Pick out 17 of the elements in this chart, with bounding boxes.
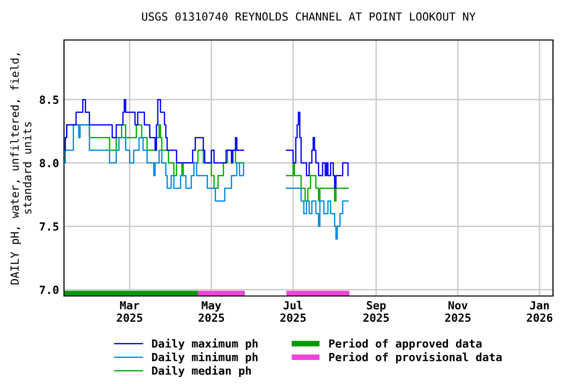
x-tick-label: Nov 2025 <box>445 301 471 322</box>
x-tick-label: Jul 2025 <box>280 300 306 322</box>
y-axis-title: DAILY pH, water, unfiltered, field, standard units <box>10 54 32 284</box>
chart-title: USGS 01310740 REYNOLDS CHANNEL AT POINT LOOKOUT NY <box>142 12 476 21</box>
y-tick-label: 8.5 <box>40 96 58 104</box>
y-tick-label: 8.0 <box>40 158 58 168</box>
legend-label: Daily maximum ph <box>152 338 258 350</box>
legend-label: Period of approved data <box>329 338 482 350</box>
legend-label: Daily median ph <box>152 366 251 377</box>
y-tick-label: 7.0 <box>40 286 58 294</box>
y-tick-label: 7.5 <box>40 222 58 231</box>
x-tick-label: May 2025 <box>198 301 224 322</box>
x-tick-label: Mar 2025 <box>116 301 142 322</box>
legend-label: Period of provisional data <box>329 352 502 364</box>
x-tick-label: Sep 2025 <box>363 301 389 322</box>
legend-label: Daily minimum ph <box>152 352 258 364</box>
x-tick-label: Jan 2026 <box>526 301 552 322</box>
